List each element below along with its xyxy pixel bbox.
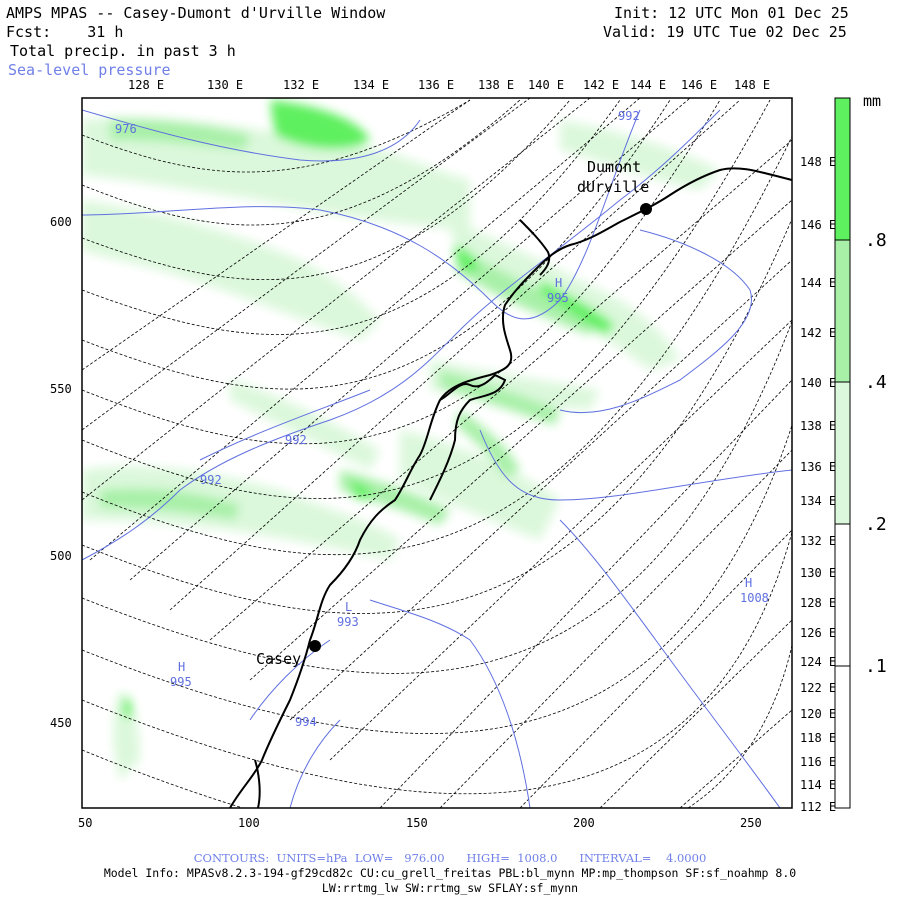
high-center: H	[555, 276, 562, 290]
coastline	[229, 167, 792, 808]
pressure-label: 994	[295, 715, 317, 729]
pressure-label: 995	[170, 675, 192, 689]
right-lon-label: 124 E	[800, 655, 836, 669]
right-lon-label: 142 E	[800, 326, 836, 340]
right-lon-label: 134 E	[800, 494, 836, 508]
contour-info: CONTOURS: UNITS=hPa LOW= 976.00 HIGH= 10…	[193, 851, 707, 865]
pressure-label: 992	[285, 433, 307, 447]
x-tick: 50	[78, 816, 92, 830]
top-lon-label: 134 E	[353, 78, 389, 92]
legend-unit: mm	[863, 92, 881, 110]
overlay-name: Sea-level pressure	[8, 61, 171, 79]
top-lon-label: 128 E	[128, 78, 164, 92]
graticule	[82, 98, 792, 808]
right-lon-label: 146 E	[800, 218, 836, 232]
right-lon-label: 132 E	[800, 534, 836, 548]
y-tick: 450	[50, 716, 72, 730]
top-lon-label: 130 E	[207, 78, 243, 92]
forecast-hour: Fcst: 31 h	[6, 23, 124, 41]
high-center: H	[178, 660, 185, 674]
plot-frame	[81, 97, 793, 809]
top-lon-label: 148 E	[734, 78, 770, 92]
high-center: H	[745, 576, 752, 590]
right-lon-label: 138 E	[800, 419, 836, 433]
right-lon-label: 114 E	[800, 778, 836, 792]
legend-swatch-02	[835, 382, 850, 524]
right-lon-label: 116 E	[800, 755, 836, 769]
pressure-label: 992	[618, 109, 640, 123]
model-info: Model Info: MPASv8.2.3-194-gf29cd82c CU:…	[103, 866, 797, 880]
legend-level: .8	[865, 230, 887, 251]
top-lon-label: 138 E	[478, 78, 514, 92]
right-lon-label: 120 E	[800, 707, 836, 721]
casey-marker	[309, 640, 321, 652]
y-tick: 500	[50, 549, 72, 563]
legend-swatch-08	[835, 98, 850, 240]
legend-level: .1	[865, 656, 887, 677]
stations: Casey Dumont dUrville	[256, 158, 652, 668]
pressure-labels: 976 992 992 992 994 993 995 995 1008 H L…	[115, 109, 769, 729]
x-tick: 200	[573, 816, 595, 830]
field-name: Total precip. in past 3 h	[10, 42, 236, 60]
right-lon-labels: 148 E 146 E 144 E 142 E 140 E 138 E 136 E 134 E…	[800, 155, 836, 814]
right-lon-label: 122 E	[800, 681, 836, 695]
pressure-contours	[82, 109, 792, 808]
legend-swatch-04	[835, 240, 850, 382]
plot-area	[82, 98, 792, 808]
y-tick: 600	[50, 215, 72, 229]
top-lon-label: 132 E	[283, 78, 319, 92]
legend-level: .2	[865, 514, 887, 535]
right-lon-label: 140 E	[800, 376, 836, 390]
valid-time: Valid: 19 UTC Tue 02 Dec 25	[603, 23, 847, 41]
init-time: Init: 12 UTC Mon 01 Dec 25	[614, 4, 849, 22]
legend-swatch-00	[835, 666, 850, 808]
right-lon-label: 118 E	[800, 731, 836, 745]
casey-label: Casey	[256, 650, 301, 668]
right-lon-label: 112 E	[800, 800, 836, 814]
pressure-label: 995	[547, 291, 569, 305]
top-lon-label: 140 E	[528, 78, 564, 92]
pressure-label: 976	[115, 122, 137, 136]
right-lon-label: 144 E	[800, 276, 836, 290]
y-tick: 550	[50, 382, 72, 396]
physics-info: LW:rrtmg_lw SW:rrtmg_sw SFLAY:sf_mynn	[321, 881, 579, 895]
right-lon-label: 136 E	[800, 460, 836, 474]
top-lon-label: 146 E	[681, 78, 717, 92]
pressure-label: 1008	[740, 591, 769, 605]
bottom-axis: 50 100 150 200 250	[78, 816, 762, 830]
top-lon-labels: 128 E 130 E 132 E 134 E 136 E 138 E 140 E 142 E…	[128, 78, 770, 92]
x-tick: 150	[406, 816, 428, 830]
right-lon-label: 130 E	[800, 566, 836, 580]
top-lon-label: 136 E	[418, 78, 454, 92]
dumont-marker	[640, 203, 652, 215]
pressure-label: 992	[200, 473, 222, 487]
right-lon-label: 128 E	[800, 596, 836, 610]
top-lon-label: 144 E	[630, 78, 666, 92]
precip-field	[82, 100, 720, 780]
top-lon-label: 142 E	[583, 78, 619, 92]
legend-colorbar: mm .8 .4 .2 .1	[834, 92, 887, 809]
dumont-label: Dumont	[587, 158, 641, 176]
pressure-label: 993	[337, 615, 359, 629]
low-center: L	[345, 600, 352, 614]
chart-title: AMPS MPAS -- Casey-Dumont d'Urville Wind…	[6, 4, 386, 22]
x-tick: 100	[238, 816, 260, 830]
left-axis: 600 550 500 450	[50, 215, 72, 730]
durville-label: dUrville	[577, 178, 649, 196]
right-lon-label: 148 E	[800, 155, 836, 169]
legend-level: .4	[865, 372, 887, 393]
x-tick: 250	[740, 816, 762, 830]
right-lon-label: 126 E	[800, 626, 836, 640]
legend-swatch-01	[835, 524, 850, 666]
